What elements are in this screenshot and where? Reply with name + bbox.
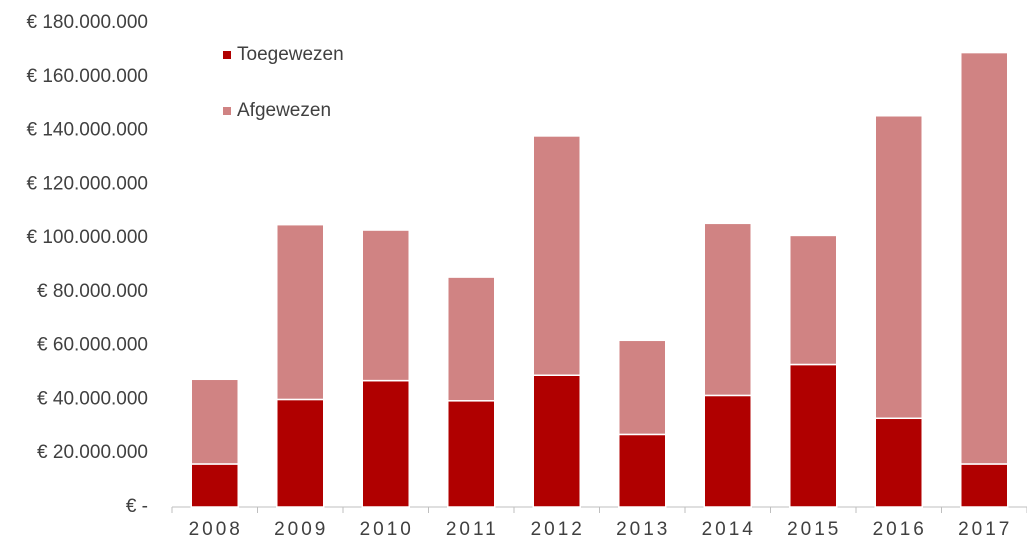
legend-label: Afgewezen	[237, 100, 331, 121]
bar-segment	[190, 378, 239, 465]
y-tick-label: € 100.000.000	[26, 227, 148, 248]
y-tick-label: € -	[126, 496, 148, 517]
bar-segment	[960, 463, 1009, 508]
bar-segment	[874, 417, 923, 508]
legend-label: Toegewezen	[237, 44, 344, 65]
bar-segment	[874, 115, 923, 420]
bar-segment	[703, 394, 752, 508]
x-tick-label: 2016	[873, 519, 927, 540]
x-tick-label: 2011	[446, 519, 499, 540]
y-tick-label: € 180.000.000	[26, 12, 148, 33]
bar-segment	[361, 229, 410, 382]
bar-segment	[789, 234, 838, 366]
legend-swatch	[223, 51, 231, 59]
bar-segment	[276, 398, 325, 508]
x-tick-label: 2017	[958, 519, 1012, 540]
y-tick-label: € 20.000.000	[37, 442, 148, 463]
bar-segment	[190, 463, 239, 508]
x-tick-label: 2013	[616, 519, 670, 540]
x-tick-label: 2010	[360, 519, 414, 540]
x-tick-label: 2014	[702, 519, 756, 540]
y-tick-label: € 120.000.000	[26, 173, 148, 194]
bar-segment	[618, 339, 667, 436]
bar-segment	[532, 374, 581, 508]
bar-segment	[960, 51, 1009, 465]
x-tick-label: 2008	[189, 519, 243, 540]
y-tick-label: € 80.000.000	[37, 281, 148, 302]
bar-segment	[447, 276, 496, 402]
bar-segment	[703, 222, 752, 397]
legend-swatch	[223, 107, 231, 115]
bar-segment	[276, 223, 325, 401]
y-tick-label: € 40.000.000	[37, 388, 148, 409]
y-tick-label: € 140.000.000	[26, 120, 148, 141]
bar-segment	[532, 135, 581, 376]
bar-segment	[618, 433, 667, 508]
bar-segment	[789, 363, 838, 508]
y-tick-label: € 60.000.000	[37, 335, 148, 356]
bar-segment	[447, 400, 496, 508]
y-tick-label: € 160.000.000	[26, 66, 148, 87]
bar-segment	[361, 379, 410, 508]
x-tick-label: 2012	[531, 519, 585, 540]
x-tick-label: 2015	[787, 519, 841, 540]
x-tick-label: 2009	[274, 519, 328, 540]
